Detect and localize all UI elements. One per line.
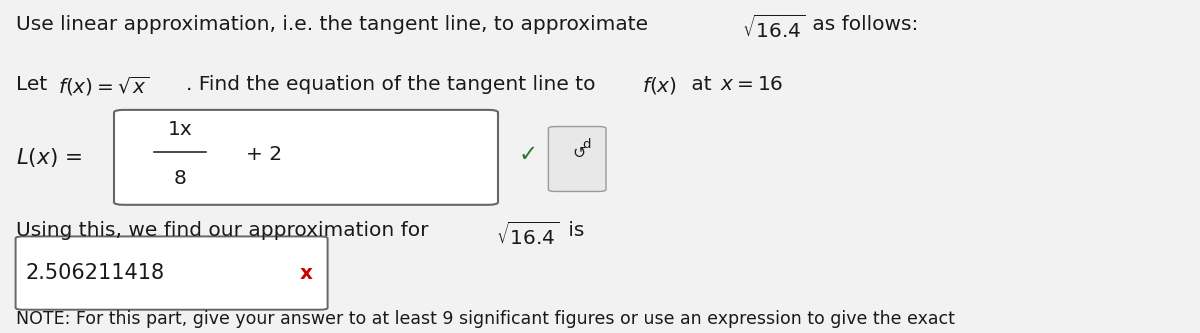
Text: 2.506211418: 2.506211418 [25, 263, 164, 283]
Text: is: is [562, 221, 584, 240]
FancyBboxPatch shape [16, 236, 328, 310]
Text: $L(x)$ =: $L(x)$ = [16, 146, 82, 169]
Text: $\sqrt{16.4}$: $\sqrt{16.4}$ [496, 221, 559, 249]
Text: x: x [300, 263, 312, 283]
Text: at: at [685, 75, 718, 94]
Text: NOTE: For this part, give your answer to at least 9 significant figures or use a: NOTE: For this part, give your answer to… [16, 310, 954, 328]
Text: ✓: ✓ [518, 143, 538, 166]
FancyBboxPatch shape [114, 110, 498, 205]
Text: 1x: 1x [168, 120, 192, 139]
Text: . Find the equation of the tangent line to: . Find the equation of the tangent line … [186, 75, 602, 94]
Text: $f(x) = \sqrt{x}$: $f(x) = \sqrt{x}$ [58, 75, 149, 98]
Text: as follows:: as follows: [806, 15, 919, 34]
Text: $\circlearrowleft$: $\circlearrowleft$ [569, 145, 586, 160]
Text: + 2: + 2 [246, 145, 282, 164]
Text: Let: Let [16, 75, 53, 94]
Text: 8: 8 [174, 169, 186, 188]
Text: Using this, we find our approximation for: Using this, we find our approximation fo… [16, 221, 434, 240]
Text: $x = 16$: $x = 16$ [720, 75, 784, 94]
Text: d: d [582, 138, 592, 151]
Text: $\sqrt{16.4}$: $\sqrt{16.4}$ [742, 15, 805, 42]
Text: $f(x)$: $f(x)$ [642, 75, 677, 96]
FancyBboxPatch shape [548, 127, 606, 191]
Text: Use linear approximation, i.e. the tangent line, to approximate: Use linear approximation, i.e. the tange… [16, 15, 654, 34]
